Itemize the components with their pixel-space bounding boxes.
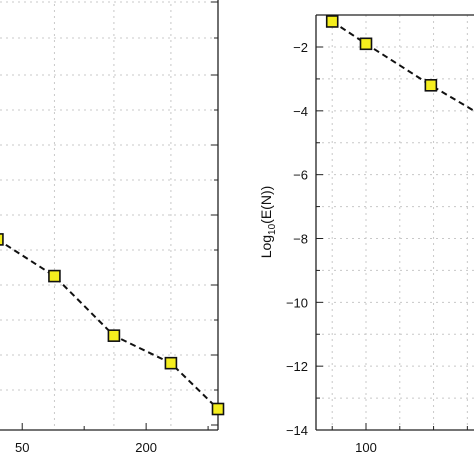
right-y-tick-label: −2 bbox=[293, 40, 308, 55]
left-data-point bbox=[211, 402, 225, 416]
left-data-point bbox=[164, 356, 178, 370]
right-y-tick-label: −14 bbox=[286, 423, 308, 438]
right-chart: −2−4−6−8−10−12−14100200Log10(E(N)) bbox=[258, 14, 474, 455]
right-data-point bbox=[325, 15, 339, 28]
left-x-tick-label: 50 bbox=[15, 440, 29, 455]
right-x-tick-label: 100 bbox=[355, 440, 377, 455]
right-y-tick-label: −6 bbox=[293, 168, 308, 183]
left-chart: 50 200 bbox=[0, 0, 225, 455]
left-x-tick-label: 200 bbox=[135, 440, 157, 455]
right-y-tick-label: −10 bbox=[286, 295, 308, 310]
left-data-point bbox=[107, 329, 121, 342]
left-data-point bbox=[0, 233, 4, 246]
right-y-tick-label: −8 bbox=[293, 232, 308, 247]
right-data-point bbox=[424, 79, 438, 92]
left-data-point bbox=[48, 269, 61, 283]
right-y-axis-label: Log10(E(N)) bbox=[258, 186, 278, 259]
right-data-point bbox=[359, 37, 373, 51]
right-y-tick-label: −4 bbox=[293, 104, 308, 119]
right-y-tick-label: −12 bbox=[286, 359, 308, 374]
